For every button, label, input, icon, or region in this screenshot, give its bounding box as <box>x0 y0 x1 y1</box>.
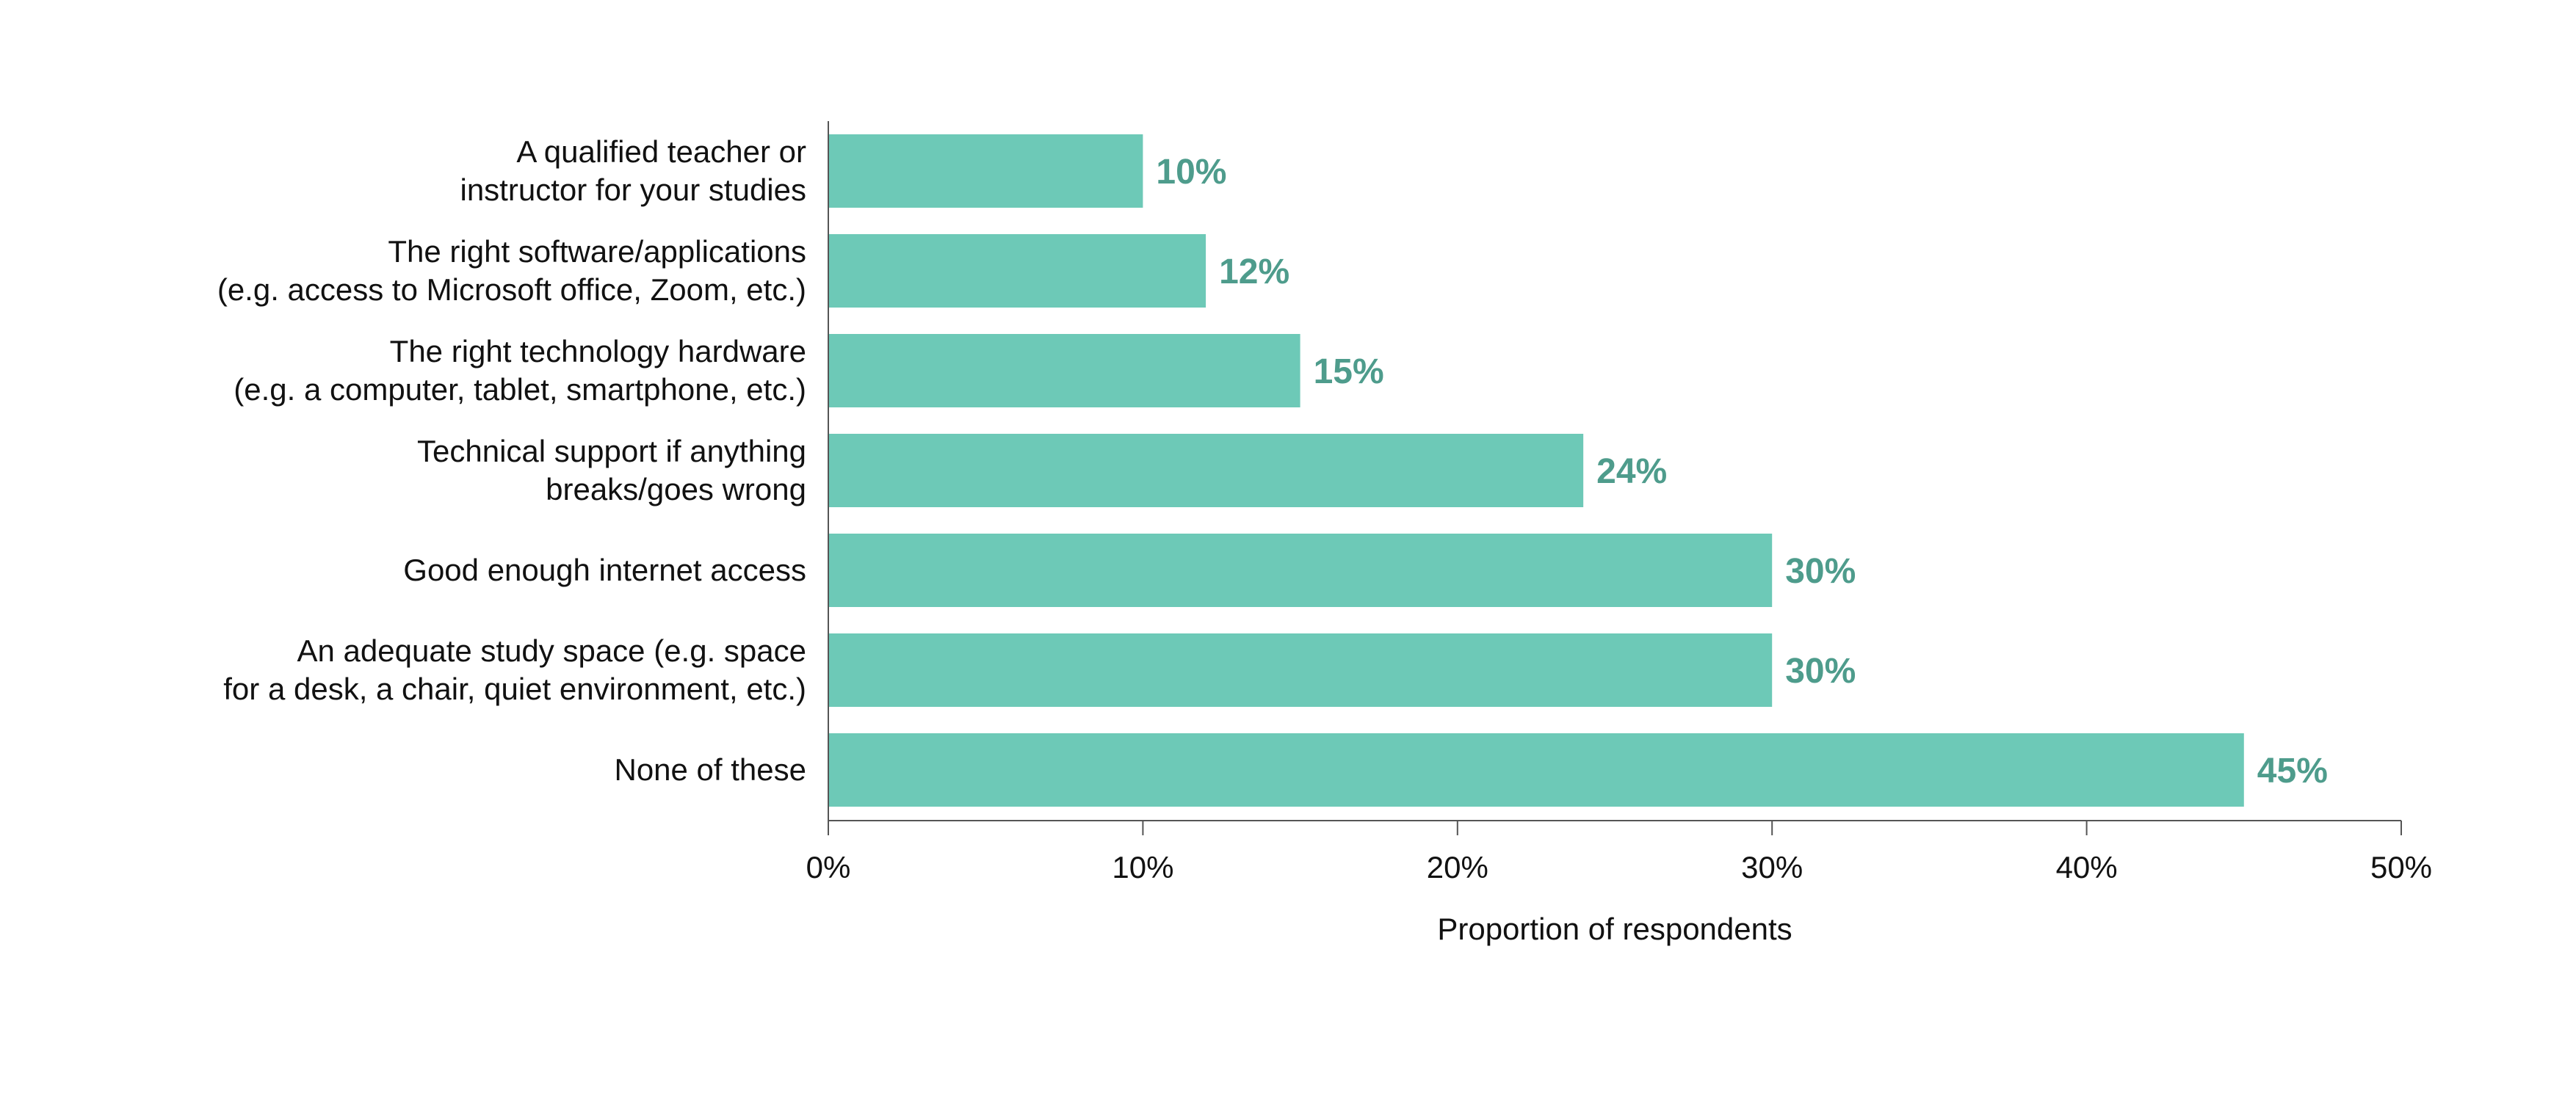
x-axis-title: Proportion of respondents <box>1437 912 1792 946</box>
data-label: 30% <box>1785 552 1856 591</box>
x-tick-label: 10% <box>1112 850 1173 884</box>
category-label: The right software/applications (e.g. acc… <box>217 234 806 307</box>
category-label: A qualified teacher or instructor for you… <box>460 134 806 207</box>
x-tick-label: 30% <box>1741 850 1803 884</box>
category-label-line: None of these <box>614 752 806 787</box>
category-label-line: A qualified teacher or <box>516 134 806 169</box>
bar <box>828 633 1773 707</box>
category-label-line: An adequate study space (e.g. space <box>297 633 806 668</box>
category-label: None of these <box>614 752 806 787</box>
data-label: 12% <box>1219 252 1289 291</box>
data-label: 24% <box>1596 452 1667 491</box>
bar <box>828 733 2244 807</box>
category-label-line: Good enough internet access <box>403 553 806 587</box>
bar <box>828 234 1206 308</box>
category-label-line: (e.g. a computer, tablet, smartphone, et… <box>234 372 806 407</box>
category-label: Technical support if anything breaks/goes… <box>417 434 806 506</box>
category-label: Good enough internet access <box>403 553 806 587</box>
category-label-line: breaks/goes wrong <box>546 472 806 506</box>
bar <box>828 534 1773 607</box>
bar <box>828 134 1143 208</box>
x-axis <box>828 121 2401 835</box>
data-label: 45% <box>2257 752 2328 791</box>
category-label-line: The right technology hardware <box>390 334 806 368</box>
data-label: 15% <box>1314 352 1384 391</box>
bar <box>828 334 1300 407</box>
category-label-line: for a desk, a chair, quiet environment, … <box>223 672 806 706</box>
category-label-line: Technical support if anything <box>417 434 806 468</box>
data-label: 30% <box>1785 652 1856 691</box>
bar <box>828 434 1584 507</box>
x-tick-label: 50% <box>2370 850 2432 884</box>
category-label-line: The right software/applications <box>388 234 806 269</box>
bars-layer <box>828 134 2244 807</box>
data-labels: 10% 12% 15% 24% 30% 30% 45% <box>1156 153 2327 791</box>
x-tick-label: 0% <box>806 850 851 884</box>
category-labels: A qualified teacher or instructor for you… <box>217 134 806 787</box>
x-tick-label: 40% <box>2056 850 2118 884</box>
category-label-line: instructor for your studies <box>460 172 806 207</box>
data-label: 10% <box>1156 153 1226 192</box>
category-label: The right technology hardware (e.g. a com… <box>234 334 806 407</box>
x-tick-label: 20% <box>1427 850 1488 884</box>
category-label: An adequate study space (e.g. space for a… <box>223 633 806 706</box>
x-axis-ticks: 0% 10% 20% 30% 40% 50% <box>806 821 2432 884</box>
category-label-line: (e.g. access to Microsoft office, Zoom, … <box>217 272 806 307</box>
